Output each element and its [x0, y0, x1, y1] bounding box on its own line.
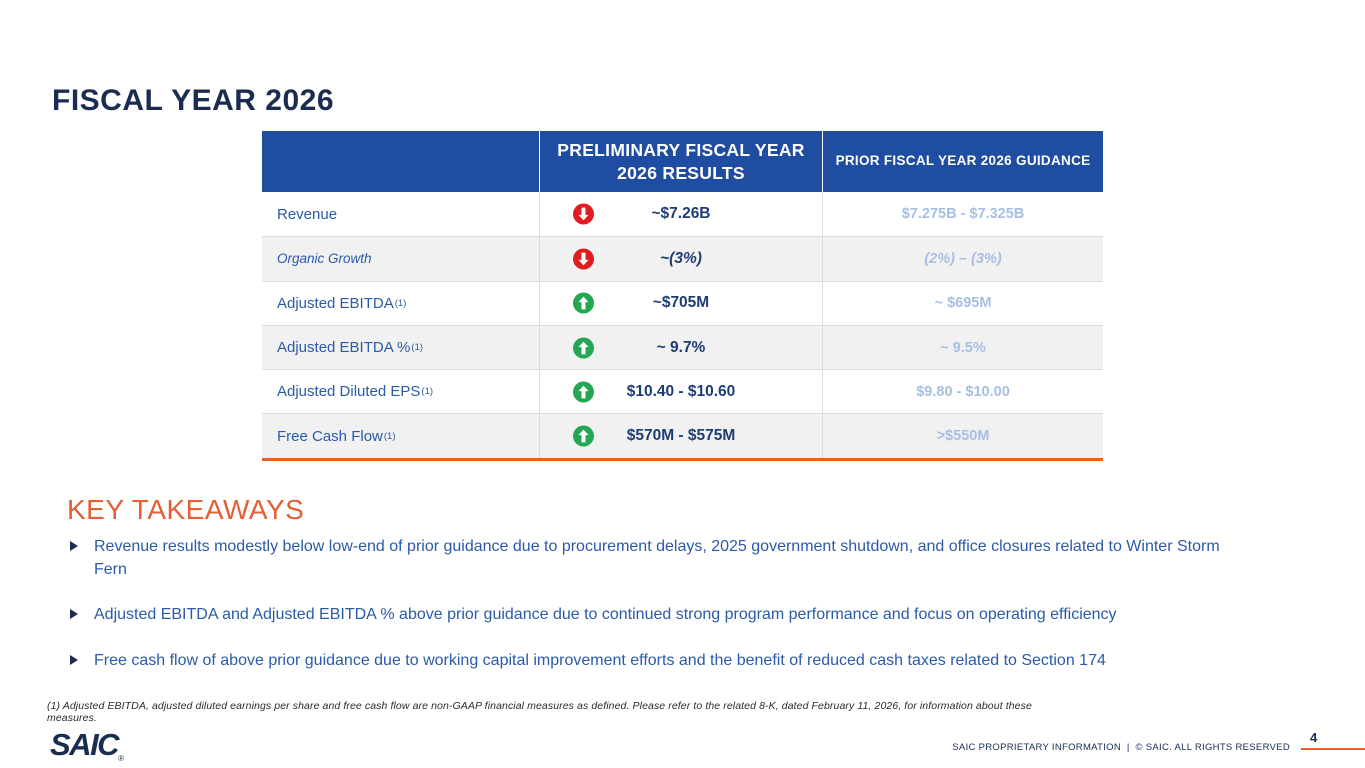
- guidance-value: (2%) – (3%): [924, 250, 1002, 267]
- metric-label-text: Free Cash Flow: [277, 427, 383, 445]
- takeaway-text: Free cash flow of above prior guidance d…: [94, 652, 1106, 670]
- guidance-cell: $7.275B - $7.325B: [823, 192, 1103, 236]
- down-arrow-icon: [573, 248, 594, 270]
- guidance-cell: ~ $695M: [823, 282, 1103, 325]
- footer-legal-text: SAIC PROPRIETARY INFORMATION | © SAIC. A…: [952, 742, 1290, 753]
- guidance-cell: ~ 9.5%: [823, 326, 1103, 369]
- metric-label: Revenue: [262, 192, 540, 237]
- table-row-adjusted-diluted-eps: Adjusted Diluted EPS (1) $10.40 - $10.60 …: [262, 369, 1103, 414]
- up-arrow-icon: [573, 381, 594, 403]
- guidance-value: $7.275B - $7.325B: [901, 206, 1025, 223]
- result-value: ~$7.26B: [651, 205, 711, 223]
- result-cell: ~$705M: [540, 281, 823, 325]
- metric-label: Adjusted EBITDA (1): [262, 281, 540, 325]
- page-title: FISCAL YEAR 2026: [52, 84, 334, 117]
- bullet-triangle-icon: [70, 609, 78, 620]
- footnote-superscript: (1): [394, 297, 407, 309]
- result-value: ~ 9.7%: [656, 338, 706, 356]
- result-cell: ~ 9.7%: [540, 325, 823, 370]
- result-cell: $570M - $575M: [540, 414, 823, 458]
- results-table: PRELIMINARY FISCAL YEAR 2026 RESULTS PRI…: [262, 131, 1103, 461]
- table-row-free-cash-flow: Free Cash Flow (1) $570M - $575M >$550M: [262, 413, 1103, 458]
- table-row-adjusted-ebitda-pct: Adjusted EBITDA % (1) ~ 9.7% ~ 9.5%: [262, 324, 1103, 370]
- table-header-row: PRELIMINARY FISCAL YEAR 2026 RESULTS PRI…: [262, 131, 1103, 192]
- metric-label: Adjusted Diluted EPS (1): [262, 370, 540, 414]
- footnote-text: (1) Adjusted EBITDA, adjusted diluted ea…: [47, 700, 1032, 724]
- takeaway-text: Adjusted EBITDA and Adjusted EBITDA % ab…: [94, 606, 1117, 624]
- metric-label-text: Adjusted Diluted EPS: [277, 383, 421, 401]
- result-value: $570M - $575M: [626, 427, 736, 445]
- guidance-value: >$550M: [936, 428, 990, 445]
- result-value: ~$705M: [652, 294, 710, 312]
- guidance-cell: $9.80 - $10.00: [823, 370, 1103, 413]
- list-item: Revenue results modestly below low-end o…: [70, 536, 1250, 581]
- result-cell: ~$7.26B: [540, 192, 823, 237]
- guidance-value: $9.80 - $10.00: [916, 383, 1010, 400]
- saic-logo: SAIC®: [50, 727, 124, 763]
- table-header-prior-guidance: PRIOR FISCAL YEAR 2026 GUIDANCE: [823, 131, 1103, 192]
- list-item: Adjusted EBITDA and Adjusted EBITDA % ab…: [70, 604, 1250, 627]
- table-row-revenue: Revenue ~$7.26B $7.275B - $7.325B: [262, 192, 1103, 237]
- metric-label: Organic Growth: [262, 237, 540, 281]
- registered-trademark-icon: ®: [118, 754, 124, 763]
- down-arrow-icon: [573, 203, 594, 225]
- key-takeaways-heading: KEY TAKEAWAYS: [67, 494, 305, 525]
- saic-logo-text: SAIC: [50, 727, 120, 762]
- page-number: 4: [1301, 730, 1365, 750]
- guidance-cell: >$550M: [823, 414, 1103, 457]
- result-value: ~(3%): [660, 249, 702, 267]
- guidance-value: ~ $695M: [934, 295, 992, 312]
- result-cell: $10.40 - $10.60: [540, 370, 823, 414]
- metric-label-text: Adjusted EBITDA %: [277, 339, 411, 357]
- table-header-preliminary: PRELIMINARY FISCAL YEAR 2026 RESULTS: [540, 131, 823, 192]
- bullet-triangle-icon: [70, 655, 78, 666]
- up-arrow-icon: [573, 292, 594, 314]
- result-value: $10.40 - $10.60: [626, 382, 736, 400]
- guidance-cell: (2%) – (3%): [823, 237, 1103, 280]
- up-arrow-icon: [573, 425, 594, 447]
- table-body: Revenue ~$7.26B $7.275B - $7.325B Organi…: [262, 192, 1103, 461]
- list-item: Free cash flow of above prior guidance d…: [70, 650, 1250, 673]
- footnote-superscript: (1): [383, 430, 396, 442]
- footnote-superscript: (1): [421, 386, 434, 398]
- metric-label: Free Cash Flow (1): [262, 414, 540, 458]
- metric-label: Adjusted EBITDA % (1): [262, 325, 540, 370]
- table-row-adjusted-ebitda: Adjusted EBITDA (1) ~$705M ~ $695M: [262, 280, 1103, 325]
- key-takeaways-list: Revenue results modestly below low-end o…: [70, 536, 1250, 696]
- metric-label-text: Adjusted EBITDA: [277, 294, 394, 312]
- metric-label-text: Organic Growth: [277, 251, 372, 267]
- metric-label-text: Revenue: [277, 205, 338, 223]
- result-cell: ~(3%): [540, 237, 823, 281]
- up-arrow-icon: [573, 337, 594, 359]
- table-header-metric: [262, 131, 540, 192]
- table-row-organic-growth: Organic Growth ~(3%) (2%) – (3%): [262, 236, 1103, 281]
- guidance-value: ~ 9.5%: [940, 339, 986, 356]
- takeaway-text: Revenue results modestly below low-end o…: [94, 538, 1220, 578]
- bullet-triangle-icon: [70, 541, 78, 551]
- footnote-superscript: (1): [411, 342, 424, 354]
